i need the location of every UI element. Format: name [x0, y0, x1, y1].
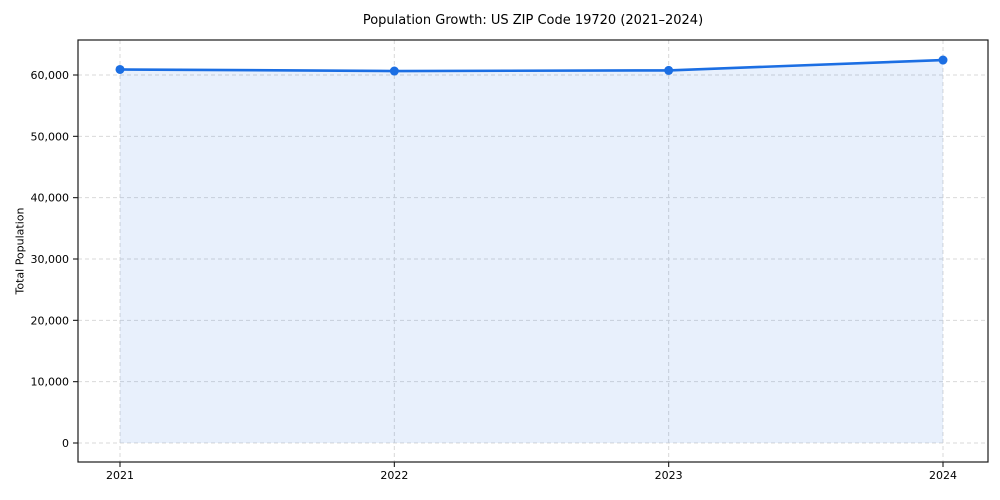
- data-point-2024: [938, 55, 948, 65]
- y-tick-label: 0: [62, 437, 69, 450]
- data-line: [118, 58, 945, 73]
- x-tick-label: 2021: [106, 469, 134, 482]
- x-tick-label: 2023: [655, 469, 683, 482]
- data-point-2023: [664, 65, 674, 75]
- x-tick-label: 2022: [380, 469, 408, 482]
- y-tick-label: 50,000: [31, 130, 70, 143]
- y-tick-label: 60,000: [31, 69, 70, 82]
- y-tick-label: 20,000: [31, 314, 70, 327]
- y-tick-label: 10,000: [31, 376, 70, 389]
- data-point-2021: [115, 64, 125, 74]
- data-point-2022: [389, 66, 399, 76]
- y-tick-label: 40,000: [31, 192, 70, 205]
- axes-spines: [77, 39, 989, 463]
- x-tick-label: 2024: [929, 469, 957, 482]
- area-fill: [120, 60, 943, 443]
- chart-title: Population Growth: US ZIP Code 19720 (20…: [362, 13, 704, 28]
- y-tick-label: 30,000: [31, 253, 70, 266]
